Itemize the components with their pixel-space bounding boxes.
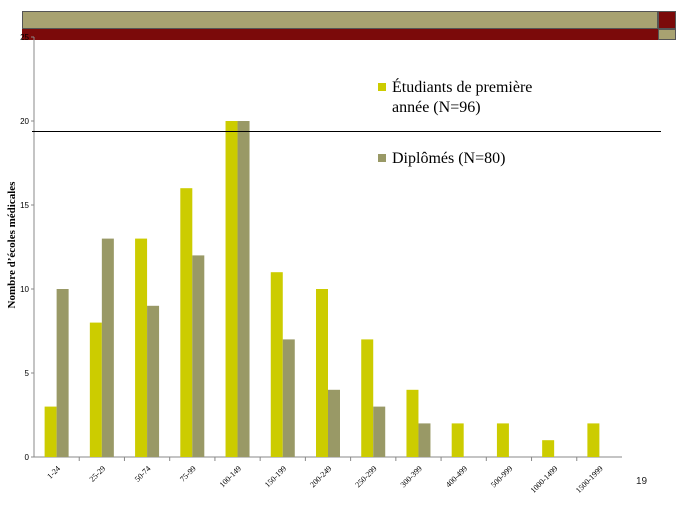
bar-graduates — [328, 389, 340, 457]
bar-graduates — [282, 339, 295, 457]
bar-first-year — [225, 121, 238, 457]
banner-red-square — [658, 11, 676, 29]
bar-graduates — [418, 423, 431, 457]
y-tick-label: 5 — [25, 369, 30, 378]
y-axis-label: Nombre d’écoles médicales — [6, 181, 18, 309]
x-tick-label: 1500-1999 — [574, 464, 605, 495]
bar-first-year — [180, 188, 193, 457]
page-number: 19 — [636, 476, 648, 487]
bar-graduates — [373, 406, 386, 457]
bar-first-year — [135, 238, 148, 457]
bar-first-year — [270, 272, 283, 457]
bar-graduates — [101, 238, 114, 457]
banner-olive-square — [658, 29, 676, 40]
title-rule — [32, 131, 661, 132]
bar-graduates — [56, 289, 69, 457]
chart-bars — [44, 121, 600, 457]
bar-first-year — [44, 406, 57, 457]
y-tick-label: 15 — [20, 201, 29, 210]
x-tick-label: 500-999 — [489, 464, 514, 489]
y-tick-labels: 0 5 10 15 20 25 — [20, 33, 29, 462]
x-tick-label: 200-249 — [308, 464, 333, 489]
banner-olive-bar — [22, 11, 658, 29]
x-tick-labels: 1-24 25-29 50-74 75-99 100-149 150-199 200-249… — [45, 464, 605, 495]
legend-label: Étudiants de première — [392, 77, 532, 96]
x-tick-label: 1-24 — [45, 464, 62, 481]
chart-legend: Étudiants de première année (N=96) Diplômé… — [378, 77, 532, 167]
x-tick-label: 300-399 — [399, 464, 424, 489]
bar-graduates — [237, 121, 250, 457]
bar-graduates — [147, 305, 160, 457]
x-tick-label: 100-149 — [218, 464, 243, 489]
y-tick-label: 25 — [20, 33, 29, 42]
bar-first-year — [587, 423, 600, 457]
x-tick-label: 25-29 — [88, 464, 108, 484]
x-tick-label: 75-99 — [178, 464, 198, 484]
legend-swatch-graduates — [378, 154, 386, 162]
bar-first-year — [451, 423, 464, 457]
legend-label: année (N=96) — [392, 99, 481, 116]
banner-red-bar — [22, 29, 658, 40]
y-tick-label: 10 — [20, 285, 29, 294]
y-tick-label: 20 — [20, 117, 29, 126]
x-tick-label: 400-499 — [444, 464, 469, 489]
bar-first-year — [316, 289, 328, 457]
bar-first-year — [542, 440, 555, 457]
bar-first-year — [361, 339, 374, 457]
legend-swatch-first-year — [378, 83, 386, 91]
bar-graduates — [192, 255, 205, 457]
x-tick-label: 50-74 — [133, 464, 153, 484]
x-tick-label: 250-299 — [353, 464, 378, 489]
x-tick-label: 1000-1499 — [529, 464, 560, 495]
y-tick-label: 0 — [25, 453, 30, 462]
x-tick-label: 150-199 — [263, 464, 288, 489]
bar-first-year — [406, 389, 419, 457]
legend-label: Diplômés (N=80) — [392, 150, 505, 167]
bar-first-year — [89, 322, 102, 457]
bar-first-year — [496, 423, 509, 457]
